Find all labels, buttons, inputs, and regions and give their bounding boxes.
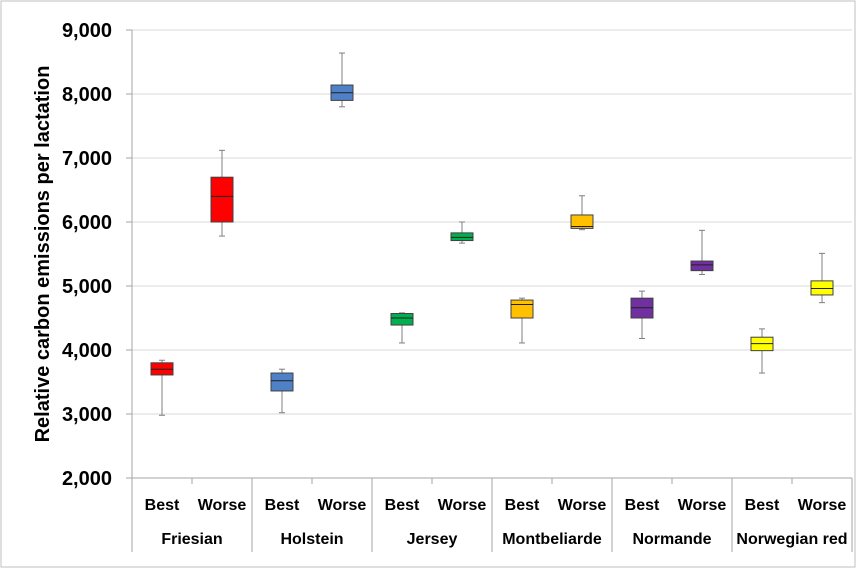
y-tick-label: 4,000 bbox=[62, 340, 112, 362]
y-tick-label: 8,000 bbox=[62, 84, 112, 106]
sub-category-label: Worse bbox=[798, 497, 847, 514]
box-body bbox=[510, 299, 534, 319]
sub-category-label: Best bbox=[145, 497, 180, 514]
box-friesian-best bbox=[150, 359, 174, 416]
box-body bbox=[450, 232, 474, 242]
sub-category-label: Worse bbox=[678, 497, 727, 514]
box-holstein-worse bbox=[330, 52, 354, 108]
sub-category-label: Best bbox=[385, 497, 420, 514]
box-friesian-worse bbox=[210, 149, 234, 237]
box-montbeliarde-best bbox=[510, 297, 534, 344]
y-tick-label: 2,000 bbox=[62, 468, 112, 490]
sub-category-label: Best bbox=[625, 497, 660, 514]
sub-category-label: Best bbox=[505, 497, 540, 514]
y-tick-label: 6,000 bbox=[62, 212, 112, 234]
axes bbox=[126, 29, 853, 552]
box-body bbox=[210, 176, 234, 223]
x-category-labels: Friesian Best Worse Holstein Best Worse Jersey… bbox=[145, 497, 848, 548]
box-body bbox=[270, 372, 294, 392]
group-label: Friesian bbox=[161, 531, 222, 548]
y-tick-label: 7,000 bbox=[62, 148, 112, 170]
box-body bbox=[390, 313, 414, 326]
box-montbeliarde-worse bbox=[570, 195, 594, 231]
sub-category-label: Worse bbox=[558, 497, 607, 514]
boxes bbox=[150, 52, 834, 416]
sub-category-label: Worse bbox=[198, 497, 247, 514]
group-label: Normande bbox=[632, 531, 711, 548]
group-label: Montbeliarde bbox=[502, 531, 602, 548]
group-label: Holstein bbox=[280, 531, 343, 548]
sub-category-label: Best bbox=[745, 497, 780, 514]
sub-category-label: Best bbox=[265, 497, 300, 514]
box-norwegian-red-best bbox=[750, 328, 774, 374]
box-holstein-best bbox=[270, 368, 294, 414]
box-body bbox=[810, 280, 834, 296]
box-normande-worse bbox=[690, 229, 714, 275]
sub-category-label: Worse bbox=[318, 497, 367, 514]
y-axis-label: Relative carbon emissions per lactation bbox=[32, 66, 54, 443]
box-body bbox=[570, 214, 594, 229]
box-norwegian-red-worse bbox=[810, 252, 834, 304]
y-tick-label: 3,000 bbox=[62, 404, 112, 426]
sub-category-label: Worse bbox=[438, 497, 487, 514]
group-label: Jersey bbox=[407, 531, 458, 548]
box-jersey-best bbox=[390, 312, 414, 344]
box-jersey-worse bbox=[450, 221, 474, 244]
group-label: Norwegian red bbox=[736, 531, 847, 548]
gridlines bbox=[132, 29, 852, 415]
box-normande-best bbox=[630, 290, 654, 339]
y-tick-labels: 2,000 3,000 4,000 5,000 6,000 7,000 8,000 9,000 bbox=[62, 20, 112, 490]
y-tick-label: 9,000 bbox=[62, 20, 112, 42]
y-tick-label: 5,000 bbox=[62, 276, 112, 298]
box-body bbox=[690, 260, 714, 272]
